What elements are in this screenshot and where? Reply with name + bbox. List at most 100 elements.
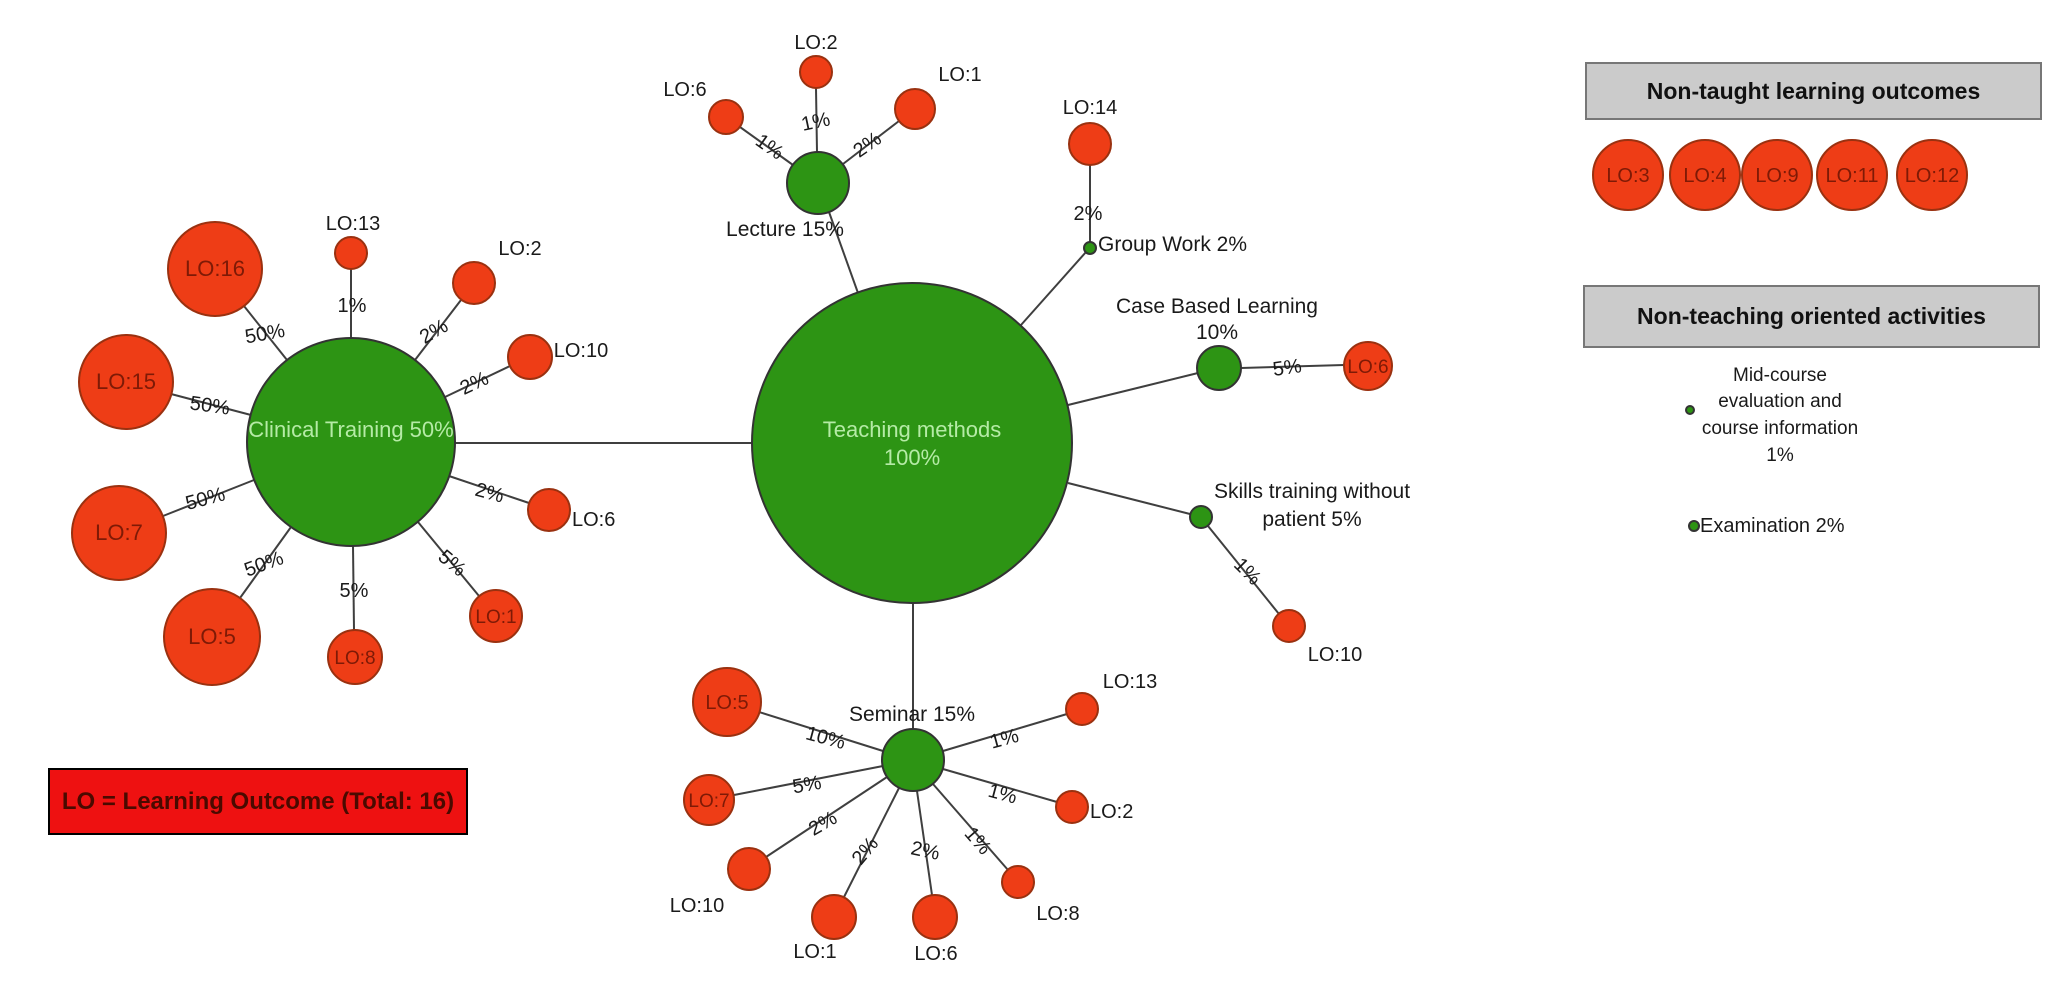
diagram-label: Mid-course — [1733, 365, 1827, 386]
diagram-label: LO:10 — [554, 340, 608, 362]
node-c-lo2 — [452, 261, 496, 305]
node-label-cbl-lo6: LO:6 — [1347, 357, 1388, 378]
node-c-lo10 — [507, 334, 553, 380]
node-skills — [1189, 505, 1213, 529]
node-lecture — [786, 151, 850, 215]
diagram-label: 2% — [457, 367, 493, 399]
node-s-lo7 — [683, 774, 735, 826]
edge-line — [828, 211, 859, 294]
diagram-label: LO:2 — [498, 238, 541, 260]
node-label-p-lo4: LO:4 — [1683, 165, 1726, 187]
node-label-p-lo11: LO:11 — [1826, 165, 1879, 187]
non-taught-outcomes-title: Non-taught learning outcomes — [1646, 77, 1981, 104]
node-s-lo6 — [912, 894, 958, 940]
node-p-lo3 — [1592, 139, 1664, 211]
node-lo14 — [1068, 122, 1112, 166]
diagram-label: 1% — [988, 725, 1022, 754]
edge-line — [162, 479, 255, 517]
node-label-s-lo7: LO:7 — [688, 791, 729, 812]
diagram-label: evaluation and — [1718, 391, 1842, 412]
legend-text: LO = Learning Outcome (Total: 16) — [61, 787, 455, 815]
edge-line — [942, 768, 1058, 803]
diagram-label: Skills training without — [1214, 480, 1410, 503]
node-label-c-lo5: LO:5 — [188, 624, 236, 649]
edge-line — [243, 305, 288, 361]
edge-line — [170, 393, 252, 416]
diagram-label: Case Based Learning — [1116, 295, 1318, 318]
diagram-label: 2% — [848, 833, 884, 869]
node-s-lo1 — [811, 894, 857, 940]
node-s-lo10 — [727, 847, 771, 891]
non-taught-outcomes-header: Non-taught learning outcomes — [1585, 62, 2042, 120]
edge-line — [843, 787, 900, 898]
non-teaching-activities-title: Non-teaching oriented activities — [1637, 303, 1986, 329]
diagram-label: LO:13 — [326, 213, 380, 235]
edge-line — [1020, 251, 1087, 326]
diagram-label: LO:2 — [1090, 801, 1133, 823]
diagram-label: 10% — [1196, 321, 1238, 344]
node-c-lo7 — [71, 485, 167, 581]
diagram-label: Seminar 15% — [849, 703, 975, 726]
edge-line — [1067, 372, 1199, 406]
edge-line — [352, 545, 355, 631]
node-c-lo13 — [334, 236, 368, 270]
node-s-lo5 — [692, 667, 762, 737]
node-p-lo4 — [1669, 139, 1741, 211]
node-l-lo2 — [799, 55, 833, 89]
node-l-lo1 — [894, 88, 936, 130]
node-label-c-lo8: LO:8 — [334, 648, 375, 669]
edge-line — [842, 120, 900, 165]
diagram-label: 5% — [434, 546, 470, 582]
diagram-label: LO:10 — [670, 895, 724, 917]
node-label-s-lo5: LO:5 — [705, 692, 748, 714]
diagram-label: course information — [1702, 418, 1858, 439]
non-teaching-activities-header: Non-teaching oriented activities — [1583, 285, 2040, 348]
diagram-label: 5% — [340, 580, 369, 602]
node-s-lo2 — [1055, 790, 1089, 824]
diagram-label: 5% — [791, 772, 824, 799]
node-cbl — [1196, 345, 1242, 391]
node-label-clinical: Clinical Training 50% — [248, 417, 453, 442]
diagram-label: LO:6 — [914, 943, 957, 965]
edge-line — [758, 711, 884, 752]
diagram-label: LO:1 — [938, 64, 981, 86]
node-c-lo5 — [163, 588, 261, 686]
node-l-lo6 — [708, 99, 744, 135]
edge-line — [916, 790, 933, 896]
diagram-label: LO:1 — [793, 941, 836, 963]
edge-line — [739, 126, 794, 166]
node-c-lo15 — [78, 334, 174, 430]
diagram-label: 2% — [473, 479, 507, 508]
diagram-label: LO:8 — [1036, 903, 1079, 925]
diagram-label: 10% — [803, 722, 848, 754]
diagram-label: Lecture 15% — [726, 218, 844, 241]
node-label-c-lo7: LO:7 — [95, 520, 143, 545]
edge-line — [1207, 525, 1280, 615]
node-label-p-lo3: LO:3 — [1606, 165, 1649, 187]
diagram-label: patient 5% — [1262, 508, 1361, 531]
node-teaching — [751, 282, 1073, 604]
edge-line — [765, 776, 888, 858]
diagram-label: 1% — [986, 780, 1020, 809]
edge-line — [239, 526, 292, 599]
diagram-label: 1% — [751, 130, 787, 165]
node-s-lo8 — [1001, 865, 1035, 899]
diagram-label: 1% — [960, 823, 996, 859]
node-c-lo16 — [167, 221, 263, 317]
node-p-lo12 — [1896, 139, 1968, 211]
edge-line — [444, 365, 511, 398]
diagram-label: LO:6 — [572, 509, 615, 531]
edge-line — [1240, 364, 1345, 369]
diagram-label: Examination 2% — [1700, 515, 1845, 537]
node-exam-dot — [1688, 520, 1700, 532]
node-label-teaching: 100% — [884, 445, 940, 470]
node-groupwork-dot — [1083, 241, 1097, 255]
edge-line — [1067, 482, 1191, 515]
edge-line — [733, 765, 884, 796]
node-seminar — [881, 728, 945, 792]
edge-line — [932, 783, 1009, 871]
diagram-label: 1% — [799, 108, 832, 136]
node-midcourse-dot — [1685, 405, 1695, 415]
